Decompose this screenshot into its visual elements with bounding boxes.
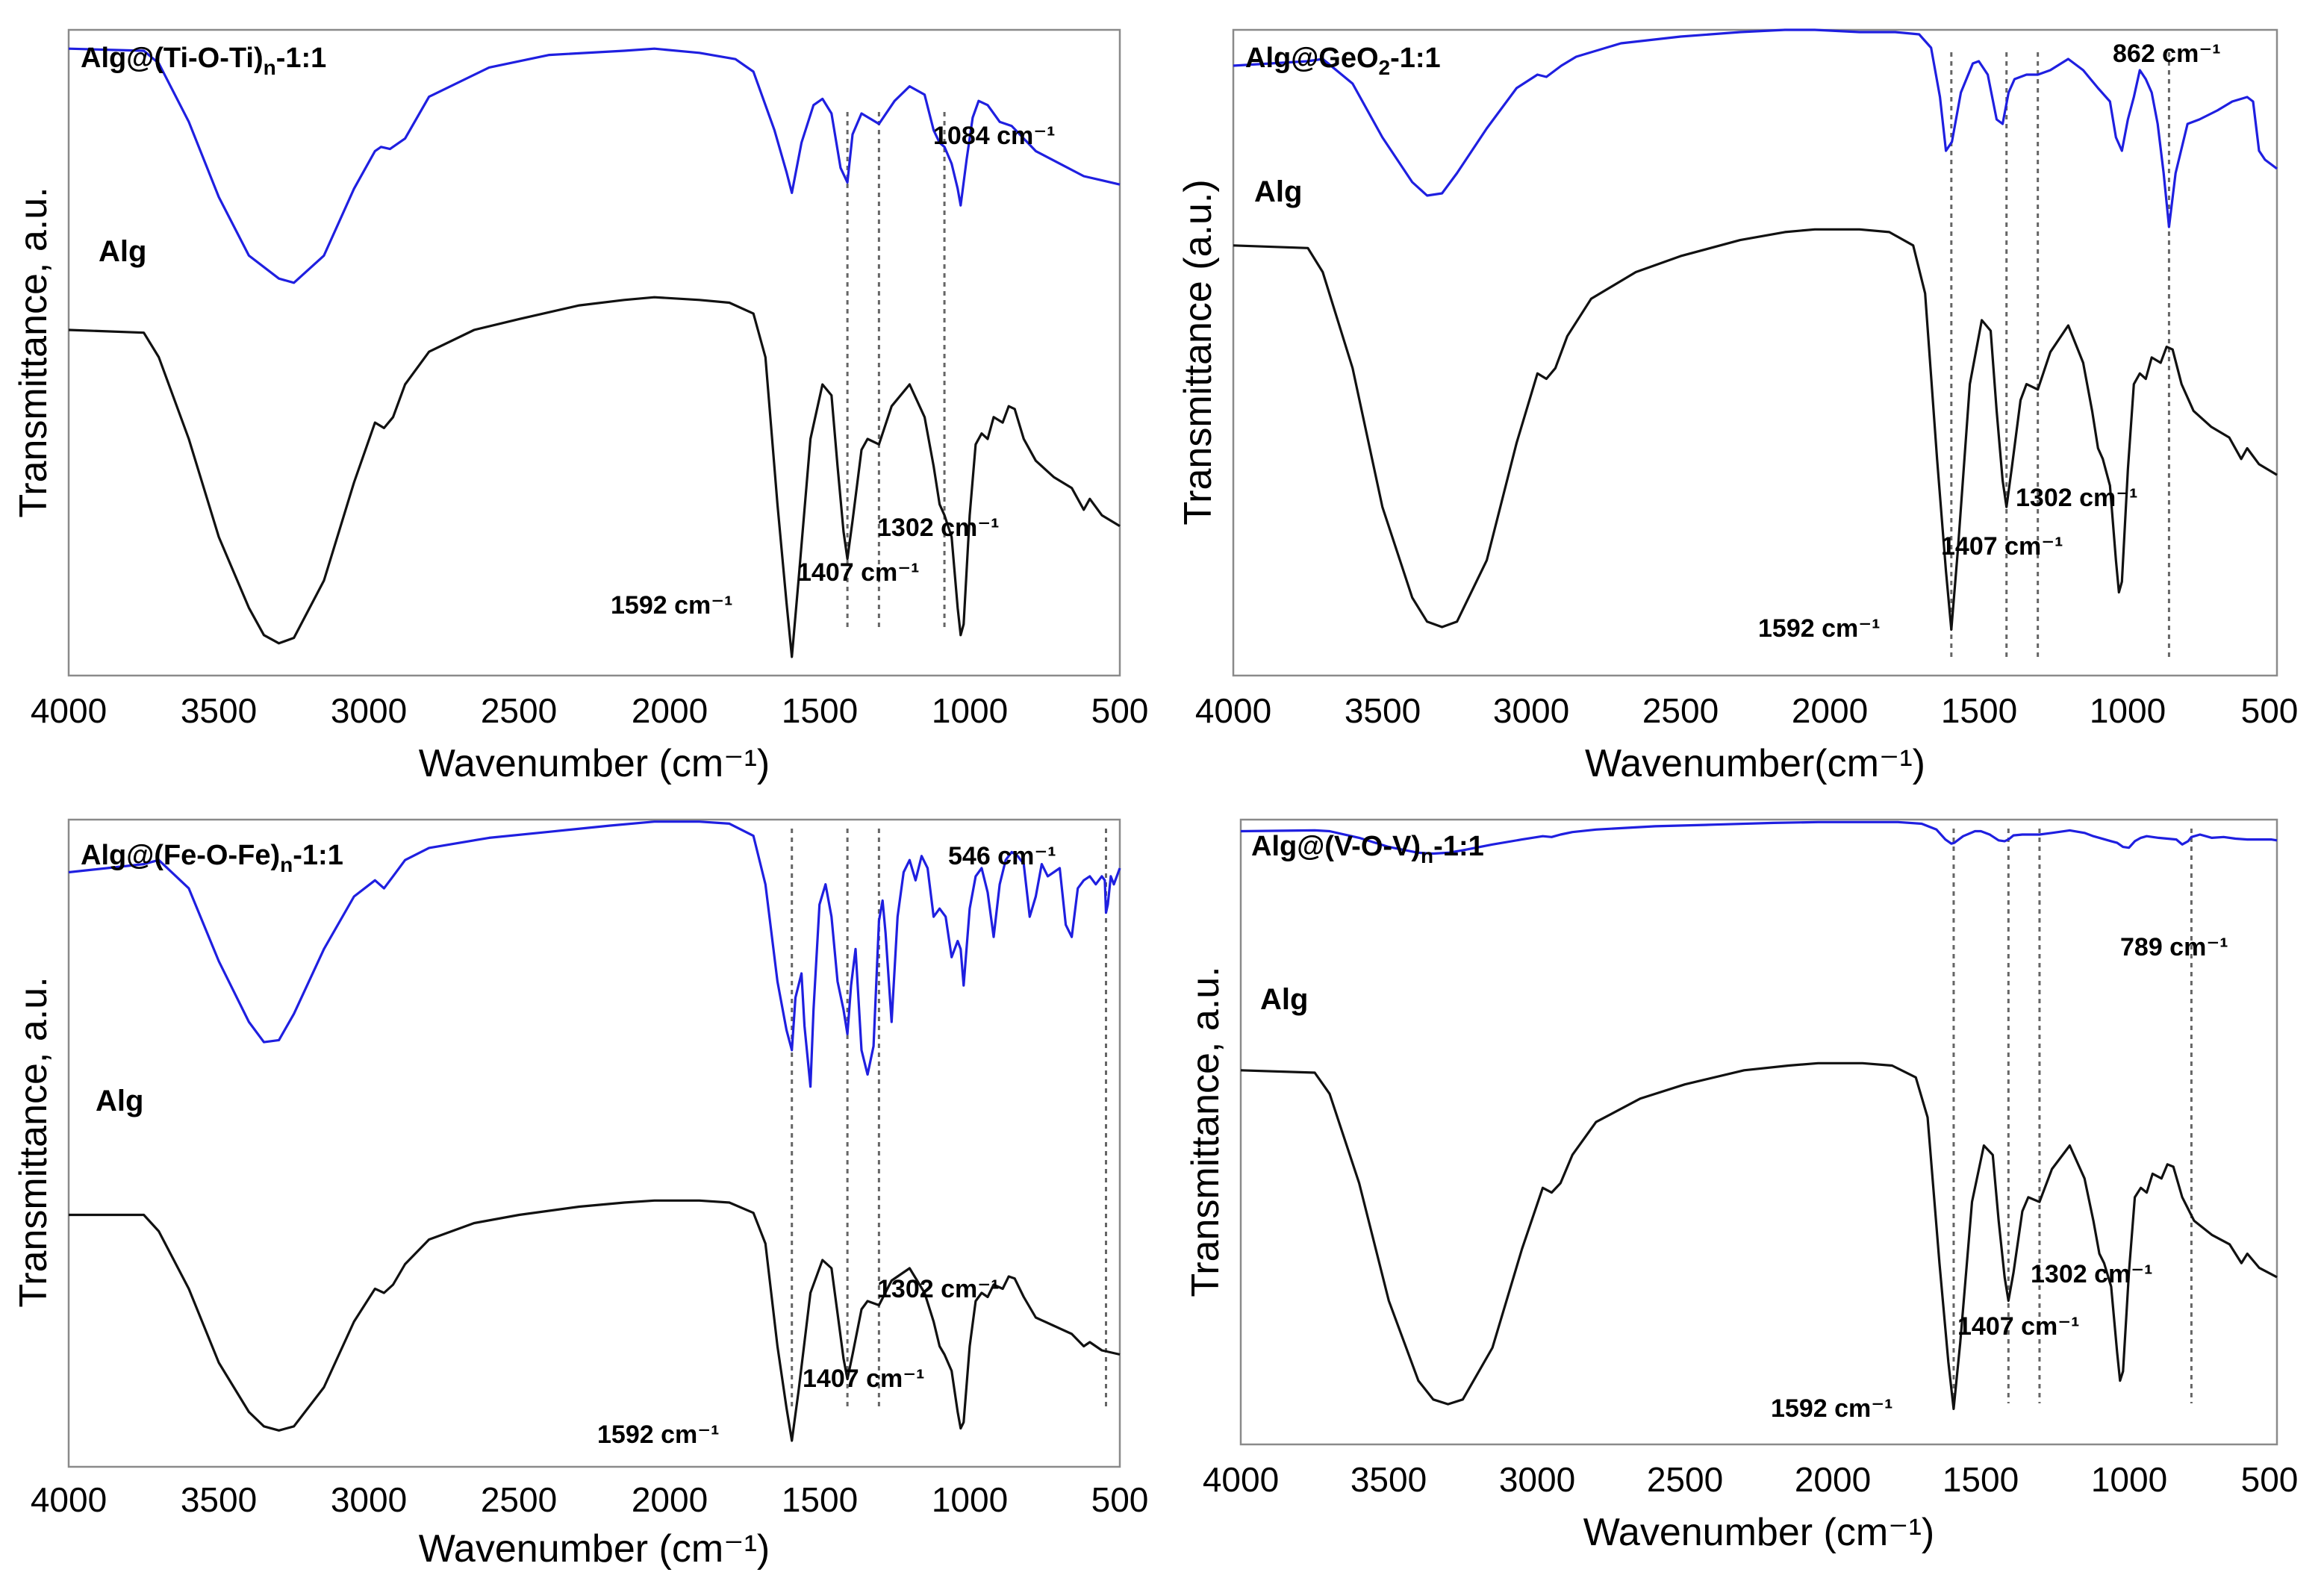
x-tick-label: 1000 (2091, 1460, 2167, 1499)
x-tick-label: 2500 (1642, 691, 1719, 730)
panel-title-subscript: n (1421, 844, 1433, 867)
x-tick-label: 1500 (1941, 691, 2017, 730)
plot-frame (1239, 818, 2278, 1446)
x-axis-title: Wavenumber (cm⁻¹) (419, 1527, 770, 1571)
x-axis-title: Wavenumber (cm⁻¹) (1583, 1511, 1934, 1554)
x-tick-label: 4000 (1195, 691, 1271, 730)
y-axis-title: Transmittance, a.u. (12, 187, 55, 517)
x-tick-label: 3500 (1345, 691, 1421, 730)
annotation-1302: 1302 cm⁻¹ (877, 514, 1000, 542)
x-tick-label: 4000 (31, 1480, 107, 1519)
panel-title-tail: -1:1 (1433, 831, 1484, 862)
plot-frame (1232, 28, 2278, 677)
x-axis-title: Wavenumber(cm⁻¹) (1585, 742, 1925, 785)
series-label-alg: Alg (99, 235, 146, 268)
series-line-alginate (1233, 228, 2278, 632)
x-tick-label: 3000 (331, 691, 407, 730)
panel-title: Alg@(V-O-V)n-1:1 (1251, 831, 1484, 867)
x-tick-label: 1000 (932, 1480, 1008, 1519)
y-axis-title: Transmittance, a.u. (12, 976, 55, 1307)
panel-fe: Alg@(Fe-O-Fe)n-1:1 Alg 546 cm⁻¹ 1302 cm⁻… (12, 818, 1149, 1571)
annotation-1407: 1407 cm⁻¹ (1941, 532, 2063, 561)
annotation-546: 546 cm⁻¹ (948, 842, 1056, 870)
x-tick-label: 2500 (1647, 1460, 1723, 1499)
plot-frame (67, 818, 1121, 1468)
panel-title: Alg@(Ti-O-Ti)n-1:1 (81, 43, 326, 79)
panel-title-subscript: 2 (1379, 56, 1391, 79)
panel-title-subscript: n (280, 853, 293, 876)
annotation-1302: 1302 cm⁻¹ (877, 1275, 1000, 1303)
panel-title: Alg@(Fe-O-Fe)n-1:1 (81, 840, 343, 876)
annotation-1407: 1407 cm⁻¹ (803, 1365, 925, 1393)
x-tick-label: 3000 (1493, 691, 1569, 730)
series-label-alg: Alg (96, 1085, 143, 1117)
annotation-1302: 1302 cm⁻¹ (2016, 484, 2138, 512)
series-line-alginate (69, 1199, 1121, 1442)
reference-lines (791, 829, 1107, 1411)
series-line-modified (68, 820, 1121, 1088)
x-tick-label: 1000 (2090, 691, 2166, 730)
annotation-1592: 1592 cm⁻¹ (1771, 1394, 1893, 1423)
reference-lines (1952, 829, 2193, 1403)
x-tick-label: 500 (2241, 691, 2299, 730)
panel-v: Alg@(V-O-V)n-1:1 Alg 789 cm⁻¹ 1302 cm⁻¹ … (1184, 818, 2299, 1554)
y-axis-title: Transmittance (a.u.) (1177, 179, 1220, 525)
x-tick-label: 500 (2241, 1460, 2299, 1499)
x-tick-label: 3500 (1351, 1460, 1427, 1499)
x-tick-label: 1000 (932, 691, 1008, 730)
series-line-alginate (68, 296, 1121, 658)
x-tick-label: 2000 (1792, 691, 1868, 730)
x-axis-ticks: 4000 3500 3000 2500 2000 1500 1000 500 (31, 1480, 1149, 1519)
x-tick-label: 3000 (1499, 1460, 1575, 1499)
x-axis-ticks: 4000 3500 3000 2500 2000 1500 1000 500 (1203, 1460, 2299, 1499)
annotation-862: 862 cm⁻¹ (2113, 40, 2221, 68)
annotation-1592: 1592 cm⁻¹ (1758, 614, 1881, 643)
x-axis-ticks: 4000 3500 3000 2500 2000 1500 1000 500 (1195, 691, 2299, 730)
series-line-alginate (1240, 1061, 2278, 1410)
panel-title-tail: -1:1 (1390, 43, 1441, 74)
annotation-1084: 1084 cm⁻¹ (933, 122, 1056, 150)
x-tick-label: 500 (1091, 1480, 1149, 1519)
annotation-789: 789 cm⁻¹ (2120, 933, 2228, 961)
annotation-1407: 1407 cm⁻¹ (1957, 1312, 2080, 1341)
panel-ti: Alg@(Ti-O-Ti)n-1:1 Alg 1084 cm⁻¹ 1302 cm… (12, 28, 1149, 785)
annotation-1592: 1592 cm⁻¹ (611, 591, 733, 620)
x-axis-title: Wavenumber (cm⁻¹) (419, 742, 770, 785)
x-tick-label: 3500 (181, 691, 257, 730)
series-line-modified (1233, 28, 2278, 228)
series-label-alg: Alg (1254, 175, 1302, 208)
annotation-1407: 1407 cm⁻¹ (797, 558, 920, 587)
x-tick-label: 1500 (782, 1480, 858, 1519)
x-tick-label: 4000 (31, 691, 107, 730)
x-tick-label: 4000 (1203, 1460, 1279, 1499)
series-line-modified (1240, 820, 2278, 855)
panel-title-subscript: n (264, 56, 276, 79)
x-tick-label: 2000 (1795, 1460, 1871, 1499)
panel-ge: Alg@GeO2-1:1 Alg 862 cm⁻¹ 1302 cm⁻¹ 1407… (1177, 28, 2299, 785)
x-tick-label: 1500 (782, 691, 858, 730)
x-tick-label: 2000 (632, 1480, 708, 1519)
series-label-alg: Alg (1260, 983, 1308, 1016)
x-tick-label: 2500 (481, 1480, 557, 1519)
x-axis-ticks: 4000 3500 3000 2500 2000 1500 1000 500 (31, 691, 1149, 730)
x-tick-label: 500 (1091, 691, 1149, 730)
panel-title-tail: -1:1 (293, 840, 343, 871)
panel-title: Alg@GeO2-1:1 (1245, 43, 1441, 79)
plot-frame (67, 28, 1121, 677)
reference-lines (1950, 52, 2170, 657)
panel-title-tail: -1:1 (276, 43, 327, 74)
x-tick-label: 3500 (181, 1480, 257, 1519)
reference-lines (846, 112, 946, 627)
series-line-modified (68, 47, 1121, 284)
x-tick-label: 1500 (1943, 1460, 2019, 1499)
x-tick-label: 2500 (481, 691, 557, 730)
annotation-1592: 1592 cm⁻¹ (597, 1421, 720, 1449)
x-tick-label: 2000 (632, 691, 708, 730)
x-tick-label: 3000 (331, 1480, 407, 1519)
y-axis-title: Transmittance, a.u. (1184, 966, 1227, 1297)
annotation-1302: 1302 cm⁻¹ (2031, 1260, 2153, 1288)
